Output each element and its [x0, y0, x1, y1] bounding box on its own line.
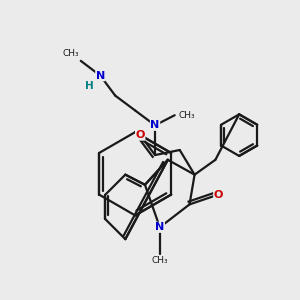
Text: N: N	[96, 71, 105, 81]
Text: N: N	[150, 120, 160, 130]
Text: O: O	[136, 130, 145, 140]
Text: N: N	[155, 222, 164, 232]
Text: CH₃: CH₃	[63, 49, 79, 58]
Text: O: O	[214, 190, 223, 200]
Text: H: H	[85, 81, 93, 91]
Text: CH₃: CH₃	[152, 256, 168, 266]
Text: CH₃: CH₃	[178, 111, 195, 120]
